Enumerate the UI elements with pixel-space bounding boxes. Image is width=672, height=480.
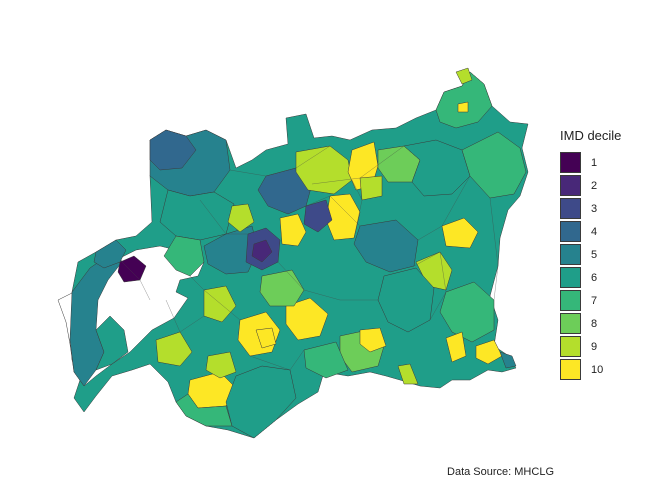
- region-se-lime: [397, 363, 419, 385]
- region-south-green-3: [175, 393, 233, 427]
- legend-swatch: [560, 221, 581, 242]
- legend-item: 9: [560, 335, 660, 358]
- legend-item: 7: [560, 289, 660, 312]
- legend-label: 7: [591, 294, 598, 307]
- region-mid-cluster: [303, 199, 333, 233]
- district-boundaries: [121, 145, 499, 371]
- region-north-top-yellow: [457, 101, 469, 113]
- legend-swatch: [560, 359, 581, 380]
- legend-item: 3: [560, 197, 660, 220]
- legend-items: 1 2 3 4 5 6 7 8 9 10: [560, 151, 660, 381]
- legend-item: 6: [560, 266, 660, 289]
- region-north-top: [435, 71, 493, 129]
- region-center-y1: [279, 213, 307, 247]
- legend-title: IMD decile: [560, 128, 622, 143]
- legend-label: 8: [591, 317, 598, 330]
- legend-swatch: [560, 267, 581, 288]
- region-east-2: [461, 131, 527, 199]
- legend-swatch: [560, 313, 581, 334]
- region-se-yellow-1: [445, 331, 467, 363]
- legend-swatch: [560, 198, 581, 219]
- legend-label: 10: [591, 363, 604, 376]
- region-south-lime-3: [205, 351, 237, 379]
- legend-swatch: [560, 152, 581, 173]
- legend-label: 2: [591, 179, 598, 192]
- region-lime-mid: [359, 175, 383, 201]
- region-se-yellow-2: [475, 339, 503, 365]
- region-east-yellow: [441, 217, 479, 249]
- legend-item: 2: [560, 174, 660, 197]
- legend-swatch: [560, 244, 581, 265]
- legend-label: 1: [591, 156, 598, 169]
- region-se-dark: [499, 351, 517, 369]
- region-east-5: [439, 281, 495, 343]
- legend-label: 3: [591, 202, 598, 215]
- region-south-yellow-1: [285, 297, 329, 341]
- region-east-1: [403, 139, 471, 197]
- legend-swatch: [560, 336, 581, 357]
- legend: IMD decile 1 2 3 4 5 6 7 8 9 10: [560, 128, 660, 381]
- region-nw-3: [203, 225, 259, 275]
- region-north-top-lime: [455, 67, 473, 85]
- region-south-green-2: [303, 341, 349, 379]
- region-south-dark: [225, 365, 297, 439]
- region-east-4: [377, 267, 435, 333]
- region-south-green-1: [259, 269, 305, 307]
- region-south-lime-2: [203, 285, 237, 323]
- region-west-sw: [95, 315, 129, 371]
- region-south-lime-1: [155, 331, 193, 367]
- region-south-yellow-4: [255, 327, 277, 349]
- region-se-yellow-3: [359, 327, 387, 353]
- legend-label: 9: [591, 340, 598, 353]
- legend-item: 1: [560, 151, 660, 174]
- region-north-lime: [295, 145, 353, 195]
- region-center-lg: [227, 203, 255, 233]
- region-nw-left: [93, 239, 127, 269]
- legend-item: 5: [560, 243, 660, 266]
- legend-label: 5: [591, 248, 598, 261]
- data-source-caption: Data Source: MHCLG: [447, 466, 554, 478]
- region-east-3: [353, 219, 419, 273]
- legend-item: 8: [560, 312, 660, 335]
- legend-label: 4: [591, 225, 598, 238]
- legend-swatch: [560, 290, 581, 311]
- legend-label: 6: [591, 271, 598, 284]
- region-nw-top: [149, 129, 197, 171]
- legend-swatch: [560, 175, 581, 196]
- region-center-dark: [251, 239, 273, 263]
- legend-item: 10: [560, 358, 660, 381]
- legend-item: 4: [560, 220, 660, 243]
